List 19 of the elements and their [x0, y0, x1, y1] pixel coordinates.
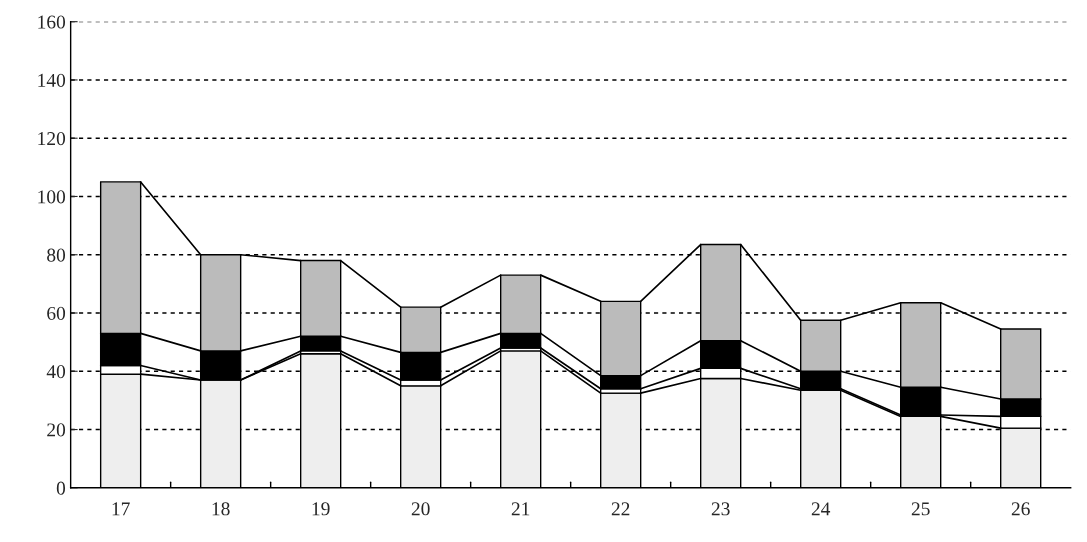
x-tick-label: 19: [312, 502, 330, 516]
x-tick-label: 18: [212, 502, 230, 516]
y-tick-label: 140: [38, 73, 66, 87]
y-tick-label: 20: [47, 423, 66, 437]
x-tick-label: 26: [1011, 502, 1030, 516]
y-tick-label: 60: [47, 306, 66, 320]
y-tick-label: 40: [46, 365, 66, 379]
x-tick-label: 20: [411, 502, 430, 516]
y-tick-label: 160: [38, 15, 66, 29]
y-tick-label: 120: [38, 132, 66, 146]
x-tick-label: 25: [911, 502, 930, 516]
x-tick-label: 23: [711, 502, 730, 516]
x-tick-label: 24: [811, 502, 831, 516]
y-tick-label: 80: [47, 248, 66, 262]
y-tick-label: 100: [38, 190, 66, 204]
x-tick-label: 22: [611, 502, 630, 516]
x-tick-label: 21: [511, 502, 530, 516]
x-tick-label: 17: [112, 502, 130, 516]
y-tick-label: 0: [56, 481, 66, 495]
